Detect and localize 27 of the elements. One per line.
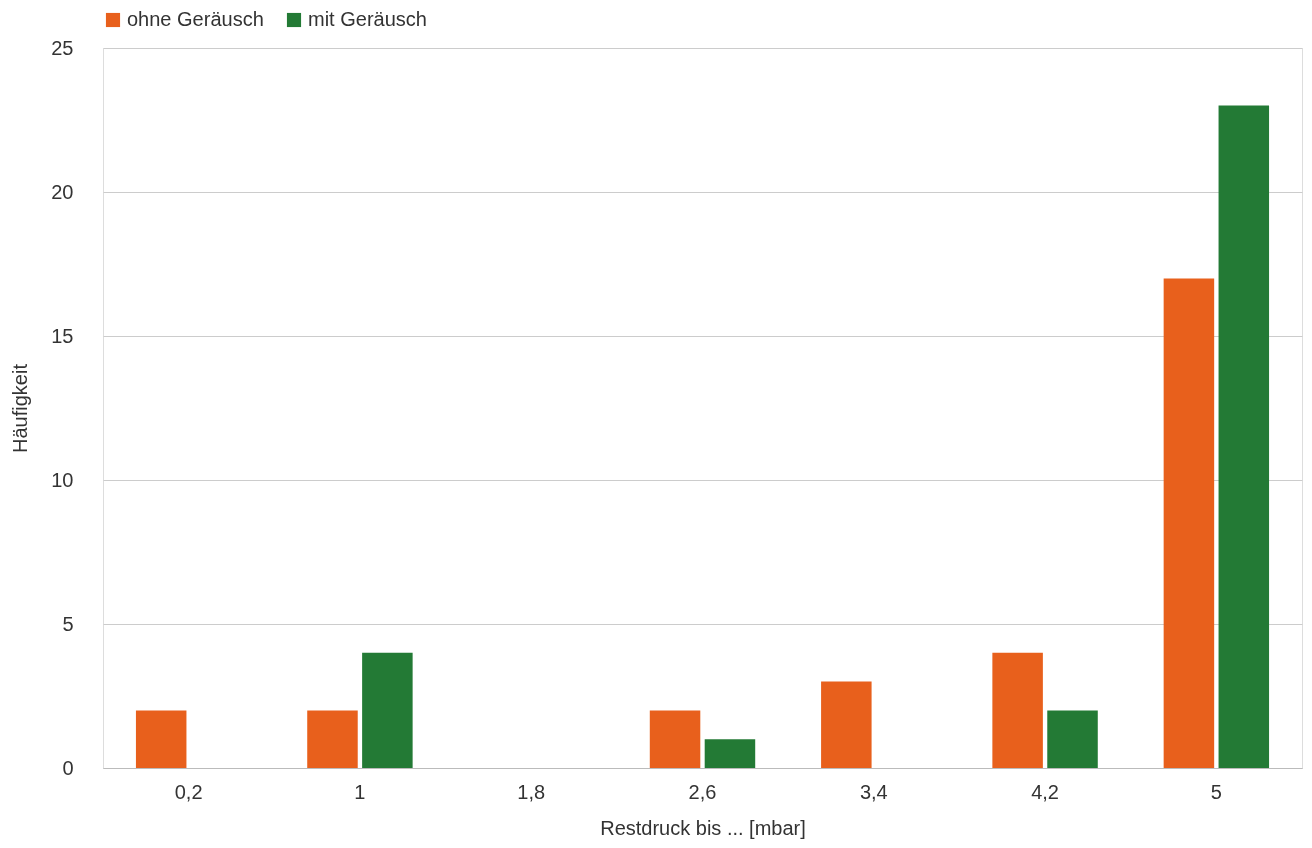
y-tick-label: 0 — [62, 756, 74, 779]
x-tick-label: 1,8 — [517, 780, 546, 803]
bar — [135, 710, 187, 768]
x-tick-label: 2,6 — [688, 780, 717, 803]
bar — [704, 739, 756, 768]
x-tick-label: 4,2 — [1031, 780, 1059, 803]
bar — [992, 652, 1043, 768]
bar — [1047, 710, 1098, 768]
y-axis-title: Häufigkeit — [9, 363, 32, 453]
bar — [1163, 278, 1215, 768]
bar — [821, 681, 872, 768]
x-tick-label: 5 — [1210, 780, 1222, 803]
y-tick-label: 10 — [51, 468, 74, 491]
bar — [362, 652, 413, 768]
bar — [1218, 105, 1270, 768]
legend-label: ohne Geräusch — [127, 8, 264, 30]
bar — [307, 710, 358, 768]
y-tick-label: 15 — [51, 324, 74, 347]
x-tick-label: 3,4 — [859, 780, 888, 803]
legend-label: mit Geräusch — [308, 8, 427, 30]
y-tick-label: 5 — [62, 612, 74, 635]
x-tick-label: 0,2 — [174, 780, 203, 803]
x-tick-label: 1 — [354, 780, 366, 803]
y-tick-label: 20 — [51, 180, 74, 203]
bar — [649, 710, 701, 768]
x-axis-title: Restdruck bis ... [mbar] — [600, 816, 806, 839]
y-tick-label: 25 — [51, 36, 74, 59]
